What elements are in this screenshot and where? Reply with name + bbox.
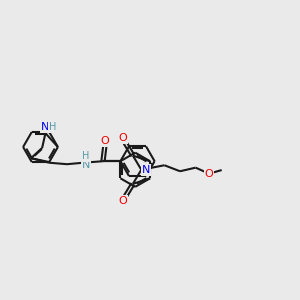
Text: H: H (82, 151, 90, 161)
Text: N: N (142, 165, 150, 175)
Text: O: O (118, 196, 127, 206)
Text: O: O (118, 133, 127, 143)
Text: N: N (41, 122, 50, 132)
Text: O: O (205, 169, 214, 179)
Text: N: N (82, 160, 90, 170)
Text: O: O (100, 136, 109, 146)
Text: H: H (49, 122, 57, 132)
